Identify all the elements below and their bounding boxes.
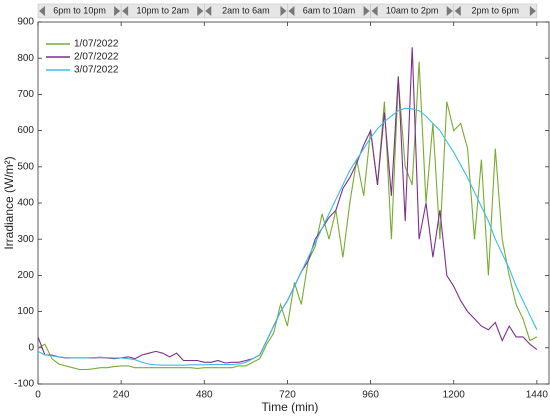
x-tick-label: 0 bbox=[35, 390, 41, 401]
period-band bbox=[453, 3, 538, 19]
period-label: 6am to 10am bbox=[303, 5, 356, 15]
legend-label: 2/07/2022 bbox=[74, 52, 119, 63]
period-label: 10pm to 2am bbox=[136, 5, 189, 15]
period-label: 2pm to 6pm bbox=[472, 5, 520, 15]
x-tick-label: 240 bbox=[113, 390, 130, 401]
period-label: 6pm to 10pm bbox=[53, 5, 106, 15]
x-tick-label: 1440 bbox=[526, 390, 549, 401]
legend-label: 3/07/2022 bbox=[74, 65, 119, 76]
plot-area bbox=[37, 21, 550, 385]
series-line bbox=[37, 61, 538, 371]
x-tick-label: 960 bbox=[362, 390, 379, 401]
y-tick-label: 500 bbox=[17, 161, 34, 172]
y-axis-label: Irradiance (W/m²) bbox=[2, 156, 16, 249]
period-label: 2am to 6am bbox=[222, 5, 270, 15]
series-line bbox=[37, 107, 538, 366]
x-tick-label: 480 bbox=[196, 390, 213, 401]
x-axis-label: Time (min) bbox=[262, 400, 319, 414]
x-tick-label: 720 bbox=[279, 390, 296, 401]
y-tick-label: -100 bbox=[14, 379, 34, 390]
y-tick-label: 300 bbox=[17, 234, 34, 245]
legend-label: 1/07/2022 bbox=[74, 39, 119, 50]
x-tick-label: 1200 bbox=[443, 390, 466, 401]
y-tick-label: 400 bbox=[17, 198, 34, 209]
y-tick-label: 700 bbox=[17, 89, 34, 100]
y-tick-label: 100 bbox=[17, 306, 34, 317]
y-tick-label: 200 bbox=[17, 270, 34, 281]
y-tick-label: 0 bbox=[28, 342, 34, 353]
period-label: 10am to 2pm bbox=[386, 5, 439, 15]
y-tick-label: 600 bbox=[17, 125, 34, 136]
y-tick-label: 800 bbox=[17, 53, 34, 64]
y-tick-label: 900 bbox=[17, 17, 34, 28]
